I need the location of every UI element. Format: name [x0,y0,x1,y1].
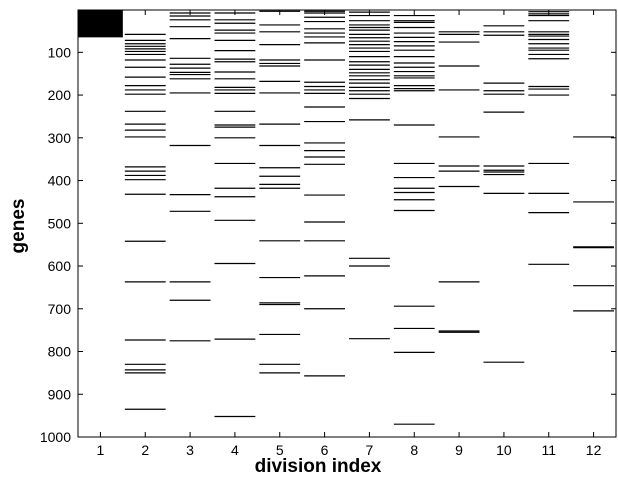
x-tick-label-12: 12 [586,442,602,458]
x-tick-label-4: 4 [231,442,239,458]
x-tick-label-1: 1 [97,442,105,458]
x-tick-label-6: 6 [321,442,329,458]
x-tick-label-9: 9 [455,442,463,458]
x-tick-label-3: 3 [186,442,194,458]
chart-marks [78,10,614,425]
y-tick-label-500: 500 [48,215,72,231]
x-axis-title: division index [255,456,382,477]
x-tick-label-2: 2 [141,442,149,458]
plot-area [78,10,616,437]
y-tick-label-300: 300 [48,130,72,146]
y-tick-label-900: 900 [48,386,72,402]
y-tick-label-100: 100 [48,44,72,60]
y-axis-title: genes [8,199,29,254]
y-axis: 100 200 300 400 500 600 700 800 900 1000 [40,44,616,445]
x-tick-label-10: 10 [496,442,512,458]
y-tick-label-600: 600 [48,258,72,274]
y-tick-label-1000: 1000 [40,429,71,445]
y-tick-label-800: 800 [48,344,72,360]
x-tick-label-11: 11 [541,442,556,458]
x-axis: 1 2 3 4 5 6 7 8 9 10 11 12 [97,10,602,458]
x-tick-label-5: 5 [276,442,284,458]
x-tick-label-8: 8 [410,442,418,458]
y-tick-label-200: 200 [48,87,72,103]
y-tick-label-700: 700 [48,301,72,317]
x-tick-label-7: 7 [366,442,374,458]
y-tick-label-400: 400 [48,173,72,189]
